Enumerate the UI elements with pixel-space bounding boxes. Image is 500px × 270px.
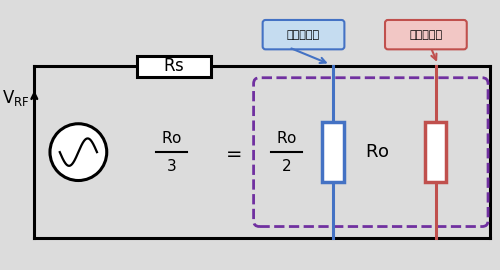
FancyBboxPatch shape (322, 122, 344, 183)
FancyBboxPatch shape (262, 20, 344, 49)
FancyBboxPatch shape (137, 56, 210, 77)
FancyBboxPatch shape (385, 20, 467, 49)
Circle shape (50, 124, 107, 181)
Text: ＲＦ通過分: ＲＦ通過分 (410, 30, 442, 40)
Text: $=$: $=$ (222, 143, 242, 162)
Text: $\mathrm{Ro}$: $\mathrm{Ro}$ (161, 130, 182, 146)
Text: $\mathrm{Ro}$: $\mathrm{Ro}$ (364, 143, 389, 161)
Text: $\mathrm{Rs}$: $\mathrm{Rs}$ (163, 58, 184, 75)
Text: $\mathrm{3}$: $\mathrm{3}$ (166, 158, 176, 174)
Text: $\mathrm{Ro}$: $\mathrm{Ro}$ (276, 130, 297, 146)
Text: $\mathrm{V_{RF}}$: $\mathrm{V_{RF}}$ (2, 88, 29, 108)
FancyBboxPatch shape (425, 122, 446, 183)
Text: $\mathrm{2}$: $\mathrm{2}$ (282, 158, 292, 174)
Text: 検波出力分: 検波出力分 (287, 30, 320, 40)
